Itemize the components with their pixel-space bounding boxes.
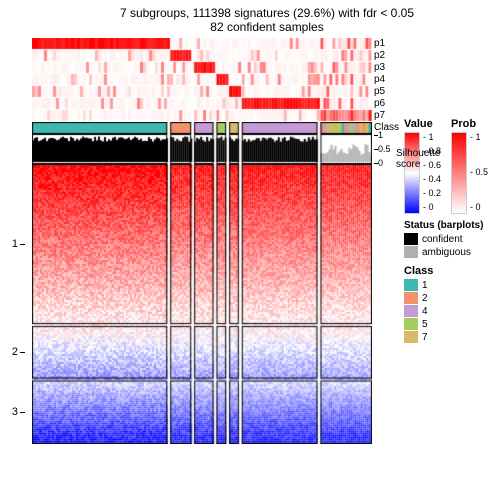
legend-class-title: Class <box>404 265 498 277</box>
legend-column: Value - 1- 0.8- 0.6- 0.4- 0.2- 0 Prob - … <box>400 38 498 444</box>
prob-track-label: p1 <box>374 38 400 50</box>
legend-status-title: Status (barplots) <box>404 220 483 231</box>
legend-class-item: 5 <box>404 318 498 330</box>
silhouette-tick: 0 <box>374 158 390 168</box>
title-line-2: 82 confident samples <box>36 20 498 34</box>
legend-class-item: 4 <box>404 305 498 317</box>
prob-track-label: p4 <box>374 74 400 86</box>
legend-prob-title: Prob <box>451 118 488 130</box>
silhouette-track <box>32 134 372 164</box>
right-track-labels: p1p2p3p4p5p6p7 Class 00.51 <box>372 38 400 444</box>
probability-tracks <box>32 38 372 122</box>
legend-class-item: 2 <box>404 292 498 304</box>
prob-tick: - 1 <box>470 132 488 142</box>
legend-status-item: confident <box>404 233 483 245</box>
legend-class-item: 7 <box>404 331 498 343</box>
title-block: 7 subgroups, 111398 signatures (29.6%) w… <box>36 6 498 34</box>
silhouette-label: Silhouette score <box>396 148 440 170</box>
silhouette-axis: 00.51 <box>374 134 394 164</box>
main-heatmap <box>32 164 372 444</box>
heatmap-row-tick: 3 <box>6 406 25 418</box>
value-tick: - 0 <box>423 202 441 212</box>
legend-class: Class 12457 <box>404 265 498 344</box>
value-tick: - 0.4 <box>423 174 441 184</box>
prob-track-label: p3 <box>374 62 400 74</box>
legend-prob: Prob - 1 - 0.5 - 0 <box>451 118 488 214</box>
prob-track-label: p7 <box>374 110 400 122</box>
prob-track-label: p2 <box>374 50 400 62</box>
main-layout: 123 p1p2p3p4p5p6p7 Class 00.51 Value - 1… <box>6 38 498 444</box>
legend-status: Status (barplots) confidentambiguous <box>404 220 483 259</box>
title-line-1: 7 subgroups, 111398 signatures (29.6%) w… <box>36 6 498 20</box>
legend-class-item: 1 <box>404 279 498 291</box>
prob-tick: - 0.5 <box>470 167 488 177</box>
left-axis: 1 2 3 <box>6 38 32 444</box>
legend-status-item: ambiguous <box>404 246 483 258</box>
prob-track-label: p5 <box>374 86 400 98</box>
class-track <box>32 122 372 134</box>
value-gradient <box>404 132 420 214</box>
silhouette-tick: 1 <box>374 130 390 140</box>
value-tick: - 0.2 <box>423 188 441 198</box>
value-tick: - 1 <box>423 132 441 142</box>
heatmap-row-tick: 2 <box>6 346 25 358</box>
heatmap-row-axis: 1 2 3 <box>6 164 32 444</box>
legend-value-title: Value <box>404 118 441 130</box>
prob-track-label: p6 <box>374 98 400 110</box>
prob-tick: - 0 <box>470 202 488 212</box>
silhouette-tick: 0.5 <box>374 144 390 154</box>
prob-gradient <box>451 132 467 214</box>
heatmap-row-tick: 1 <box>6 238 25 250</box>
plot-column <box>32 38 372 444</box>
